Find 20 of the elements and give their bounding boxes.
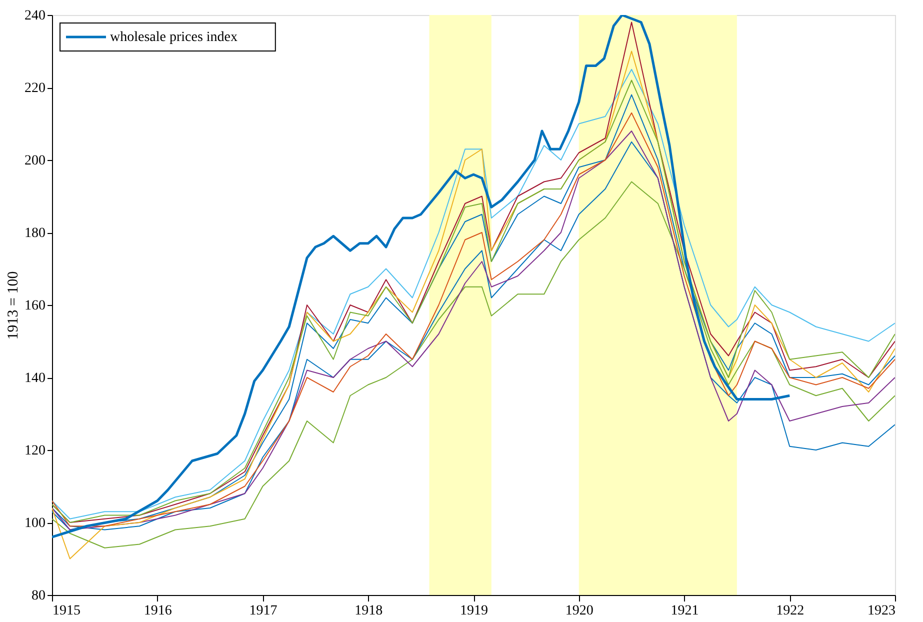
y-tick-label: 180 <box>24 226 46 241</box>
y-axis-title: 1913 = 100 <box>6 271 22 340</box>
y-tick-label: 200 <box>24 154 46 168</box>
y-tick-label: 160 <box>24 298 46 314</box>
y-tick-label: 140 <box>24 371 46 386</box>
x-tick-label: 1917 <box>249 604 278 618</box>
y-tick-label: 80 <box>32 588 46 604</box>
x-tick-label: 1919 <box>460 604 488 618</box>
x-tick-label: 1916 <box>144 604 172 618</box>
y-tick-label: 240 <box>24 8 46 24</box>
x-tick-label: 1922 <box>776 604 804 618</box>
x-tick-label: 1923 <box>868 604 896 618</box>
x-tick-label: 1915 <box>52 604 80 618</box>
legend-label: wholesale prices index <box>110 30 238 45</box>
x-tick-label: 1918 <box>354 604 383 618</box>
y-tick-label: 100 <box>24 516 46 531</box>
y-tick-label: 220 <box>24 81 46 96</box>
x-tick-label: 1920 <box>565 604 594 618</box>
y-tick-label: 120 <box>24 444 46 458</box>
x-tick-label: 1921 <box>670 604 699 618</box>
